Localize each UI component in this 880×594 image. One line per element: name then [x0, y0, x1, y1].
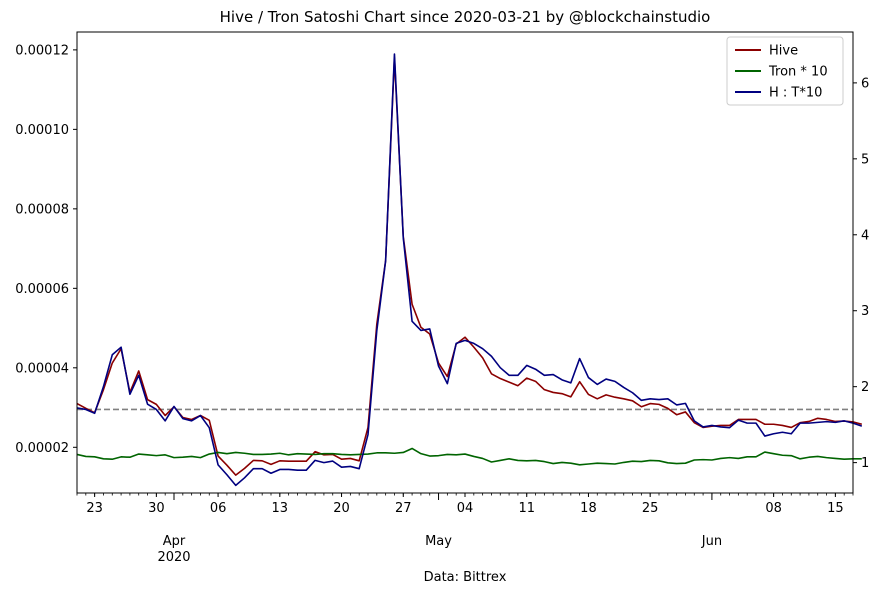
- legend-label-2: H : T*10: [769, 86, 822, 101]
- y-left-tick-label-1: 0.00004: [15, 361, 69, 376]
- axes: 0.00002 0.00004 0.00006 0.00008 0.00010 0.000…: [15, 31, 869, 565]
- x-day-tick-label-6: 04: [457, 501, 474, 516]
- y-right-tick-label-1: 2: [861, 380, 869, 395]
- x-day-tick-label-1: 30: [148, 501, 165, 516]
- x-month-tick-label-0: Apr: [163, 534, 186, 549]
- y-right-tick-label-0: 1: [861, 456, 869, 471]
- y-right-tick-label-4: 5: [861, 152, 869, 167]
- series-line-1: [76, 447, 862, 466]
- legend-box: [726, 36, 844, 106]
- x-day-tick-label-2: 06: [210, 501, 227, 516]
- y-left-tick-label-2: 0.00006: [15, 282, 69, 297]
- x-axis-label: Data: Bittrex: [424, 570, 507, 585]
- x-day-tick-label-4: 20: [333, 501, 350, 516]
- y-right-tick-label-3: 4: [861, 228, 869, 243]
- y-left-tick-label-0: 0.00002: [15, 441, 69, 456]
- y-left-tick-label-4: 0.00010: [15, 123, 69, 138]
- x-day-tick-label-11: 15: [827, 501, 844, 516]
- y-right-tick-label-2: 3: [861, 304, 869, 319]
- plot-area: [76, 53, 863, 487]
- x-day-tick-label-8: 18: [580, 501, 597, 516]
- legend-label-1: Tron * 10: [768, 65, 828, 80]
- y-left-tick-label-5: 0.00012: [15, 43, 69, 58]
- x-year-label-0: 2020: [157, 550, 190, 565]
- legend: Hive Tron * 10 H : T*10: [726, 36, 844, 106]
- y-left-tick-label-3: 0.00008: [15, 202, 69, 217]
- chart-title: Hive / Tron Satoshi Chart since 2020-03-…: [220, 8, 711, 26]
- x-day-tick-label-5: 27: [395, 501, 412, 516]
- legend-label-0: Hive: [769, 44, 798, 59]
- x-month-tick-label-1: May: [425, 534, 452, 549]
- series-line-2: [76, 53, 863, 487]
- x-day-tick-label-0: 23: [86, 501, 103, 516]
- x-day-tick-label-3: 13: [272, 501, 289, 516]
- y-right-tick-label-5: 6: [861, 76, 869, 91]
- x-month-tick-label-2: Jun: [701, 534, 722, 549]
- x-day-tick-label-7: 11: [518, 501, 535, 516]
- x-day-tick-label-10: 08: [765, 501, 782, 516]
- x-day-tick-label-9: 25: [642, 501, 659, 516]
